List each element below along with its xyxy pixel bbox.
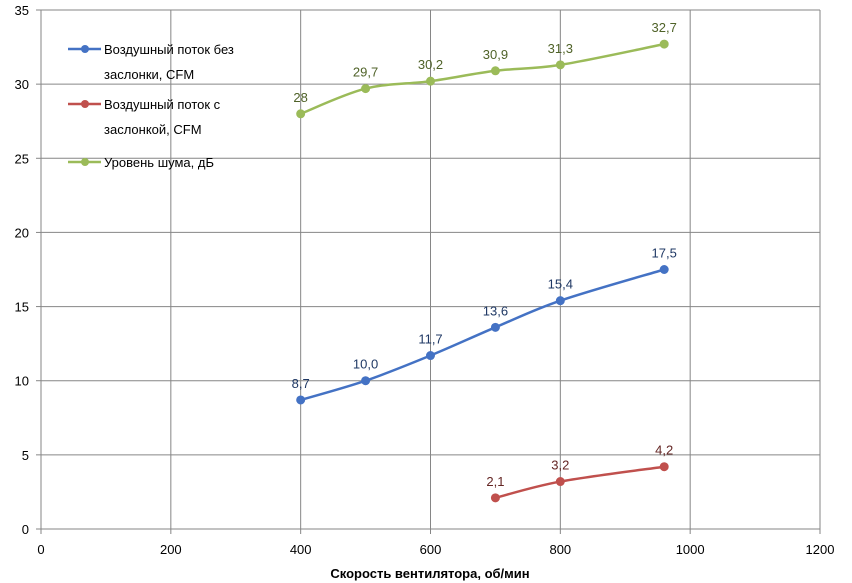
data-point: [361, 84, 371, 94]
data-label: 15,4: [548, 277, 573, 292]
x-axis-label: Скорость вентилятора, об/мин: [330, 566, 529, 581]
data-point: [490, 66, 500, 76]
data-label: 3,2: [551, 458, 569, 473]
y-tick-label: 30: [15, 77, 29, 92]
data-point: [426, 351, 435, 361]
legend-marker: [81, 100, 89, 108]
series-group: 8,7 10,0 11,7 13,6 15,4 17,5 2,1 3,2 4,2 28 29,7 30…: [292, 20, 677, 503]
axes: 0 200 400 600 800 1000 1200 0 5 10 15 20 25 30 35: [15, 3, 835, 557]
data-label: 32,7: [652, 20, 677, 35]
data-label: 30,9: [483, 47, 508, 62]
data-label: 2,1: [486, 474, 504, 489]
y-tick-label: 20: [15, 225, 29, 240]
legend-marker: [81, 158, 89, 166]
data-label: 11,7: [418, 332, 442, 347]
series-3: 28 29,7 30,2 30,9 31,3 32,7: [293, 20, 677, 119]
data-point: [555, 60, 565, 70]
data-point: [659, 462, 669, 472]
legend-label: заслонки, CFM: [104, 67, 194, 82]
data-point: [555, 477, 565, 487]
x-tick-label: 800: [549, 542, 571, 557]
legend-label: Уровень шума, дБ: [104, 155, 214, 170]
data-label: 28: [293, 90, 307, 105]
data-label: 17,5: [652, 246, 677, 261]
data-point: [659, 265, 669, 274]
x-tick-label: 0: [37, 542, 44, 557]
data-point: [426, 76, 435, 86]
data-label: 31,3: [548, 41, 573, 56]
y-tick-label: 5: [22, 448, 29, 463]
gridlines: [41, 9, 821, 529]
data-label: 10,0: [353, 357, 378, 372]
y-tick-label: 35: [15, 3, 29, 18]
data-label: 29,7: [353, 65, 378, 80]
series-2: 2,1 3,2 4,2: [486, 443, 673, 503]
legend-marker: [81, 45, 89, 53]
legend-entry: Воздушный поток с заслонкой, CFM: [68, 97, 221, 137]
data-point: [361, 376, 371, 386]
legend-entry: Воздушный поток без заслонки, CFM: [68, 42, 234, 82]
series-1: 8,7 10,0 11,7 13,6 15,4 17,5: [292, 246, 677, 405]
legend-label: Воздушный поток с: [104, 97, 221, 112]
x-tick-label: 1200: [806, 542, 835, 557]
x-tick-label: 1000: [676, 542, 705, 557]
y-tick-label: 25: [15, 151, 29, 166]
y-tick-label: 0: [22, 522, 29, 537]
legend-entry: Уровень шума, дБ: [68, 155, 214, 170]
data-label: 4,2: [655, 443, 673, 458]
series-line: [495, 465, 665, 500]
data-point: [490, 493, 500, 503]
data-label: 30,2: [418, 57, 443, 72]
data-point: [490, 322, 500, 332]
data-point: [555, 296, 565, 306]
legend-label: заслонкой, CFM: [104, 122, 202, 137]
data-label: 8,7: [292, 376, 310, 391]
legend-label: Воздушный поток без: [104, 42, 234, 57]
y-tick-label: 10: [15, 374, 29, 389]
data-point: [296, 109, 306, 119]
x-tick-label: 200: [160, 542, 182, 557]
x-tick-label: 400: [290, 542, 312, 557]
x-tick-label: 600: [420, 542, 442, 557]
data-label: 13,6: [483, 303, 508, 318]
data-point: [296, 395, 306, 405]
data-point: [659, 39, 669, 49]
y-tick-label: 15: [15, 300, 29, 315]
